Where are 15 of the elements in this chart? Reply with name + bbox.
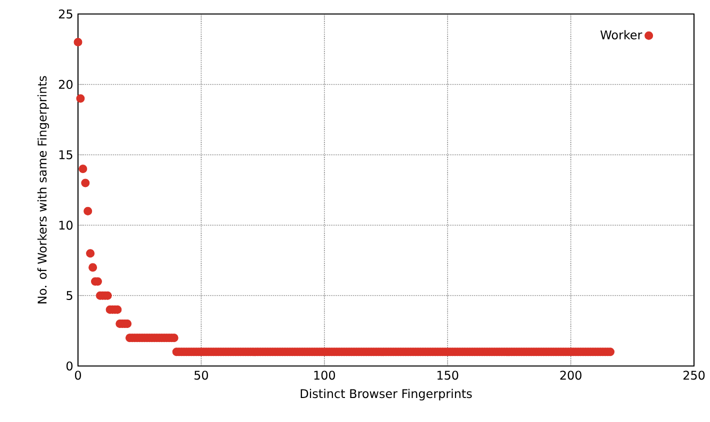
y-tick-label: 25	[58, 9, 72, 19]
legend-label: Worker	[600, 30, 642, 40]
x-axis-title: Distinct Browser Fingerprints	[300, 388, 472, 400]
y-tick-label: 0	[66, 361, 73, 371]
x-tick-label: 50	[194, 370, 208, 380]
y-tick-label: 5	[66, 291, 72, 300]
y-tick-label: 15	[59, 150, 72, 160]
y-axis-title: No. of Workers with same Fingerprints	[37, 76, 49, 304]
x-tick-label: 150	[438, 370, 458, 380]
x-tick-label: 100	[314, 370, 336, 380]
y-tick-label: 20	[58, 80, 73, 89]
x-tick-label: 250	[683, 370, 705, 380]
y-tick-label: 10	[59, 220, 73, 230]
x-tick-label: 0	[74, 370, 82, 380]
x-tick-label: 200	[560, 370, 582, 380]
